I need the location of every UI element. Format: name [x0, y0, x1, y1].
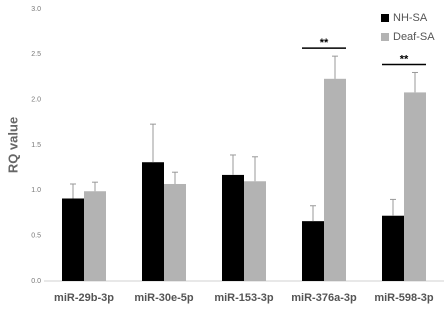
bar [324, 78, 346, 282]
bar [164, 183, 186, 281]
y-tick-label: 3.0 [31, 6, 41, 13]
legend-swatch [381, 33, 389, 41]
y-tick-label: 0.5 [31, 233, 41, 240]
annotation: ** [320, 37, 329, 49]
legend-swatch [381, 14, 389, 22]
bar [84, 191, 106, 281]
bar [382, 215, 404, 281]
y-tick-label: 1.5 [31, 142, 41, 149]
bar [244, 181, 266, 281]
bar [142, 162, 164, 281]
y-tick-label: 2.5 [31, 51, 41, 58]
bar [404, 92, 426, 281]
x-tick-label: miR-30e-5p [134, 292, 194, 304]
x-tick-label: miR-376a-3p [291, 292, 357, 304]
legend-label: NH-SA [393, 12, 428, 24]
bar [302, 221, 324, 281]
y-tick-label: 1.0 [31, 187, 41, 194]
y-tick-label: 2.0 [31, 97, 41, 104]
x-tick-label: miR-598-3p [374, 292, 434, 304]
bar [222, 174, 244, 281]
y-axis-label: RQ value [5, 117, 20, 173]
annotation: ** [400, 53, 409, 65]
bar [62, 198, 84, 281]
y-tick-label: 0.0 [31, 278, 41, 285]
x-tick-label: miR-29b-3p [54, 292, 114, 304]
x-tick-label: miR-153-3p [214, 292, 274, 304]
legend-label: Deaf-SA [393, 31, 435, 43]
